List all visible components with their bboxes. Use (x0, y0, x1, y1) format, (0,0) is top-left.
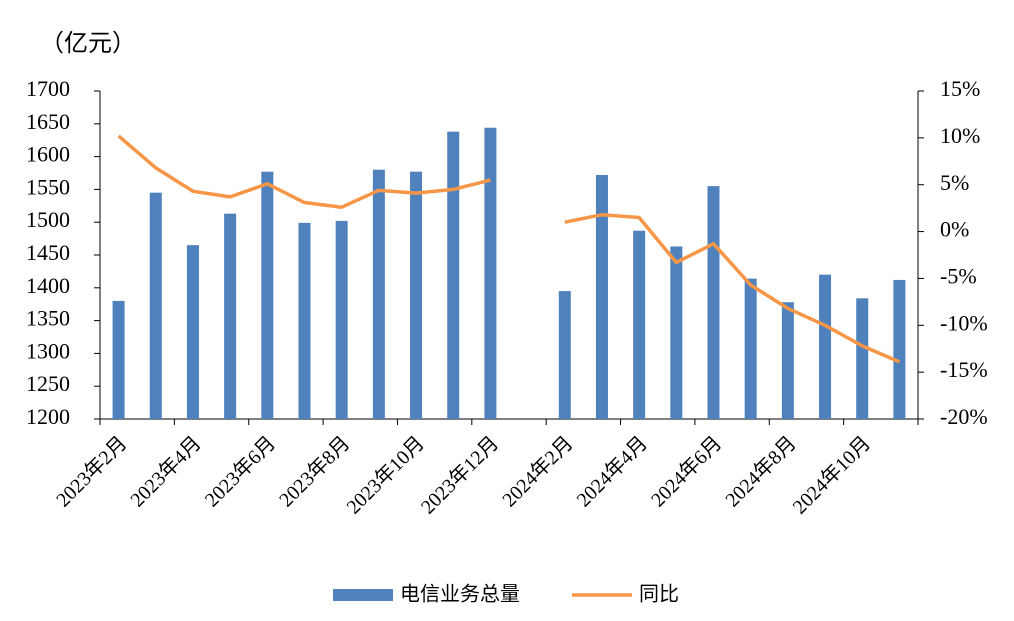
bar (781, 302, 794, 419)
y-tick-label: 1500 (26, 207, 70, 232)
x-tick-label: 2024年8月 (721, 432, 801, 512)
x-tick-label: 2023年2月 (51, 432, 131, 512)
y2-tick-label: 15% (940, 76, 980, 101)
bar (149, 192, 162, 419)
bar (595, 174, 608, 419)
bar (484, 127, 497, 420)
x-tick-label: 2024年2月 (498, 432, 578, 512)
bar (447, 131, 460, 419)
y-tick-label: 1350 (26, 306, 70, 331)
legend-label: 电信业务总量 (400, 582, 520, 606)
bar (261, 171, 274, 419)
x-tick-label: 2023年8月 (275, 432, 355, 512)
y-tick-label: 1250 (26, 371, 70, 396)
legend-label: 同比 (639, 582, 679, 606)
bar (893, 279, 906, 419)
x-tick-label: 2024年6月 (646, 432, 726, 512)
bar (856, 298, 869, 419)
unit-label: （亿元） (40, 29, 136, 57)
bar (744, 278, 757, 419)
y-tick-label: 1600 (26, 142, 70, 167)
bar (558, 291, 571, 419)
y2-tick-label: -15% (940, 357, 988, 382)
y2-tick-label: 0% (940, 217, 969, 242)
y-tick-label: 1450 (26, 240, 70, 265)
x-tick-label: 2024年4月 (572, 432, 652, 512)
x-tick-label: 2023年12月 (416, 432, 503, 519)
bar (707, 186, 720, 419)
y-tick-label: 1400 (26, 273, 70, 298)
bar (372, 169, 385, 419)
bar (112, 300, 125, 419)
x-tick-label: 2023年4月 (126, 432, 206, 512)
y-tick-label: 1650 (26, 109, 70, 134)
x-tick-label: 2023年6月 (200, 432, 280, 512)
y-tick-label: 1700 (26, 76, 70, 101)
bar (410, 171, 423, 419)
line (117, 134, 901, 364)
legend-swatch (333, 589, 393, 601)
bar (335, 220, 348, 419)
bar (670, 246, 683, 419)
y-tick-label: 1550 (26, 174, 70, 199)
bar (633, 230, 646, 419)
y2-tick-label: 5% (940, 170, 969, 195)
y-tick-label: 1200 (26, 404, 70, 429)
bar (819, 274, 832, 419)
bar (298, 222, 311, 419)
y2-tick-label: -10% (940, 310, 988, 335)
y2-tick-label: -5% (940, 263, 977, 288)
y-tick-label: 1300 (26, 338, 70, 363)
bar (224, 213, 237, 419)
bar (186, 245, 199, 419)
x-tick-label: 2023年10月 (342, 432, 429, 519)
y2-tick-label: -20% (940, 404, 988, 429)
x-tick-label: 2024年10月 (788, 432, 875, 519)
y2-tick-label: 10% (940, 123, 980, 148)
